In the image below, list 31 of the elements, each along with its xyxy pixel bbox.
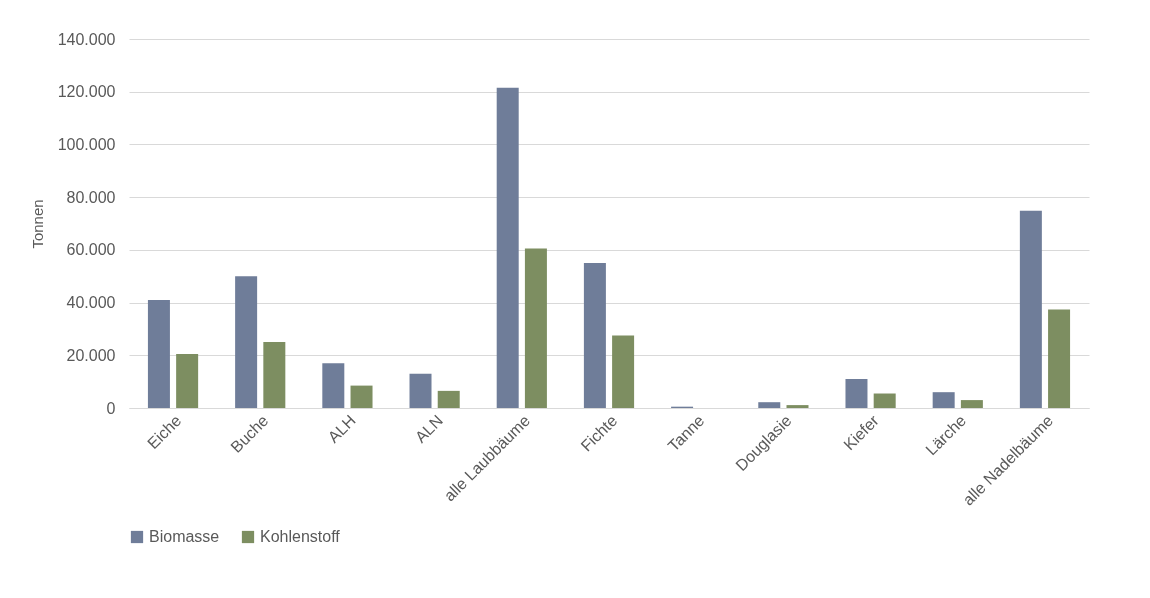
bar [1019,210,1042,408]
bar [1048,309,1071,408]
y-tick-label: 120.000 [57,83,116,101]
bar [263,342,286,408]
bar [176,353,199,408]
bar [147,299,170,408]
legend-label: Kohlenstoff [260,528,341,545]
y-tick-label: 0 [106,399,116,417]
bar [350,385,373,408]
bar [786,405,809,408]
legend-label: Biomasse [149,528,220,545]
bar [758,402,781,408]
bar [409,373,432,408]
bar [845,379,868,408]
bar [960,400,983,408]
y-tick-label: 20.000 [66,346,116,364]
y-tick-label: 100.000 [57,135,116,153]
bar [235,276,258,408]
bar [612,335,635,408]
bar [583,263,606,408]
y-tick-label: 40.000 [66,294,116,312]
y-axis-title: Tonnen [28,199,46,249]
y-tick-label: 140.000 [57,30,116,48]
bar [437,390,460,408]
bar [932,392,955,408]
bar [873,393,896,408]
y-tick-label: 80.000 [66,188,116,206]
bar [524,248,547,408]
y-tick-label: 60.000 [66,241,116,259]
bar [496,87,519,408]
bar [322,363,345,408]
